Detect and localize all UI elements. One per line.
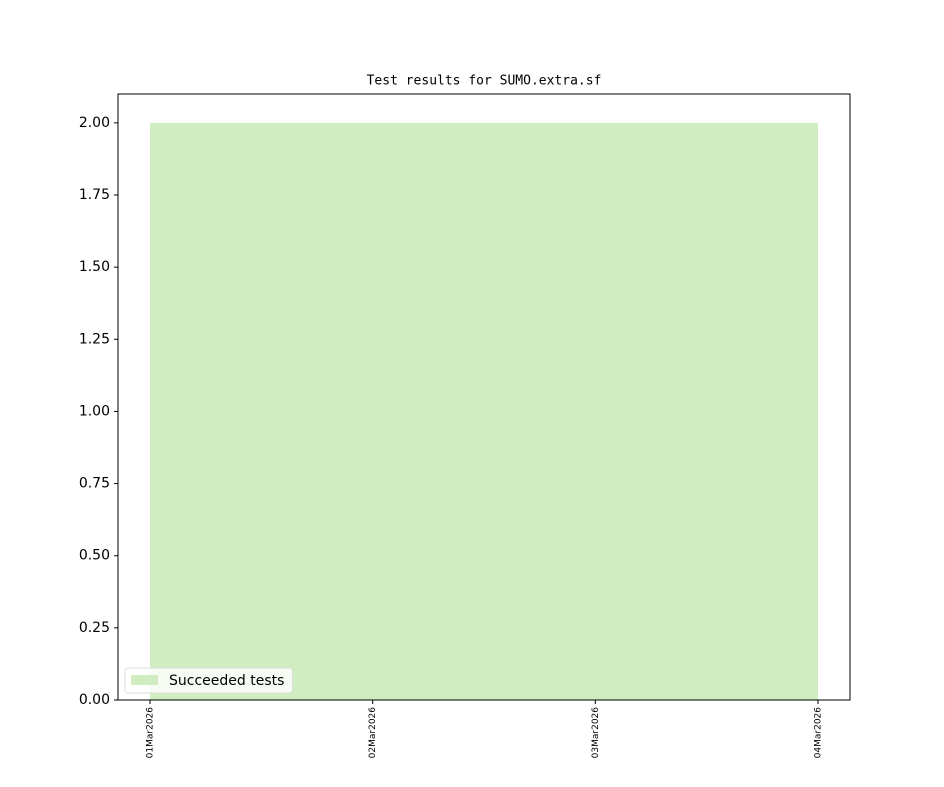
y-tick-label: 0.75 bbox=[79, 476, 110, 492]
y-tick-label: 0.25 bbox=[79, 620, 110, 636]
legend-label: Succeeded tests bbox=[169, 673, 284, 689]
x-tick-label: 04Mar2026 bbox=[814, 707, 824, 759]
y-tick-label: 1.00 bbox=[79, 403, 110, 419]
legend-swatch bbox=[131, 675, 158, 685]
plot-frame bbox=[117, 93, 851, 701]
x-tick-label: 02Mar2026 bbox=[368, 707, 378, 759]
area bbox=[150, 122, 818, 701]
x-tick-label: 01Mar2026 bbox=[146, 707, 156, 759]
legend-box bbox=[124, 667, 293, 694]
y-tick-label: 0.00 bbox=[79, 692, 110, 708]
x-tick-label: 03Mar2026 bbox=[591, 707, 601, 759]
chart-title: Test results for SUMO.extra.sf bbox=[367, 74, 602, 89]
y-tick-label: 1.50 bbox=[79, 259, 110, 275]
y-tick-label: 2.00 bbox=[79, 115, 110, 131]
y-tick-label: 1.25 bbox=[79, 331, 110, 347]
y-tick-label: 1.75 bbox=[79, 187, 110, 203]
y-tick-label: 0.50 bbox=[79, 548, 110, 564]
legend: Succeeded tests bbox=[124, 667, 293, 694]
